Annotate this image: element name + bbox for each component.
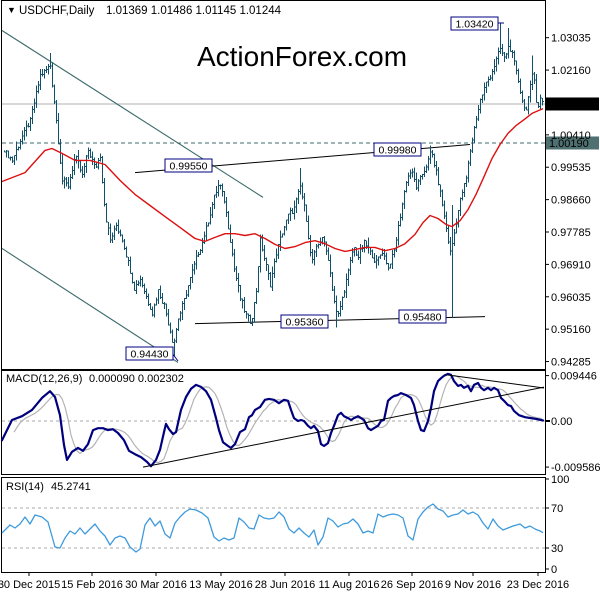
rsi-panel[interactable]: [1, 477, 546, 573]
price-axis-label: 0.96910: [551, 259, 591, 271]
price-level-label-box: [450, 16, 499, 31]
price-axis-label: 1.03035: [551, 33, 591, 45]
chart-ohlc-values: 1.01369 1.01486 1.01145 1.01244: [106, 5, 282, 17]
moving-average-line: [1, 107, 544, 253]
macd-axis-label: -0.009586: [551, 462, 600, 474]
date-axis-label: 26 Sep 2016: [381, 579, 443, 591]
price-axis-label: 1.00410: [551, 130, 591, 142]
date-axis-label: 13 May 2016: [189, 579, 253, 591]
macd-trendline: [446, 374, 545, 389]
price-axis-label: 0.95160: [551, 324, 591, 336]
date-axis-label: 15 Feb 2016: [61, 579, 123, 591]
price-level-label: 0.99550: [170, 161, 208, 173]
chart-symbol-title: USDCHF,Daily: [19, 5, 95, 17]
macd-indicator-label: MACD(12,26,9): [6, 373, 82, 385]
date-axis-label: 11 Aug 2016: [319, 579, 380, 591]
price-panel[interactable]: [1, 0, 546, 370]
price-level-label: 1.03420: [456, 19, 494, 31]
date-axis-label: 30 Mar 2016: [125, 579, 187, 591]
price-level-label-box: [373, 142, 422, 157]
price-level-label: 0.95480: [404, 312, 442, 324]
price-axis-label: 0.98660: [551, 195, 591, 207]
price-axis-label: 0.97785: [551, 227, 591, 239]
date-axis-label: 28 Jun 2016: [255, 579, 316, 591]
channel-trendline: [1, 248, 179, 363]
rsi-plot-group: [1, 503, 545, 553]
alert-level-badge-text: 1.00190: [549, 138, 589, 150]
price-axis-label: 0.99535: [551, 162, 591, 174]
macd-plot-group: [0, 372, 545, 468]
macd-axis-label: 0.00: [551, 416, 572, 428]
date-axis-label: 9 Nov 2016: [445, 579, 501, 591]
last-price-badge-text: 1.01244: [549, 99, 589, 111]
price-plot-group: 1.03420 0.99550 0.99980 0.95360 0.95480 0.944…: [1, 16, 545, 363]
rsi-indicator-label: RSI(14): [6, 481, 44, 493]
symbol-dropdown-icon[interactable]: ▼: [7, 5, 16, 15]
price-level-label-box: [280, 314, 329, 329]
price-level-label: 0.94430: [131, 349, 169, 361]
macd-panel[interactable]: [1, 370, 546, 475]
axes-group: 1.01244 1.00190 1.03035 1.02160 1.00410 0.995…: [0, 33, 600, 591]
price-level-label-box: [398, 309, 447, 324]
rsi-line: [1, 503, 544, 553]
rsi-axis-label: 100: [551, 474, 569, 486]
macd-main-line: [0, 372, 545, 468]
price-axis-label: 0.96035: [551, 292, 591, 304]
last-price-badge: [546, 97, 599, 111]
rsi-axis-label: 0: [551, 564, 557, 576]
macd-axis-label: 0.009446: [551, 371, 597, 383]
price-axis-label: 1.02160: [551, 65, 591, 77]
price-axis-label: 0.94285: [551, 357, 591, 369]
price-level-label: 0.99980: [379, 145, 417, 157]
date-axis-label: 23 Dec 2016: [507, 579, 569, 591]
watermark: ActionForex.com: [197, 41, 407, 72]
macd-trendline: [142, 386, 545, 468]
rsi-axis-label: 30: [551, 543, 563, 555]
price-level-label-box: [164, 158, 213, 173]
rsi-indicator-value: 45.2741: [51, 481, 91, 493]
macd-indicator-values: 0.000090 0.002302: [89, 373, 184, 385]
date-axis-label: 30 Dec 2015: [0, 579, 60, 591]
channel-trendline: [1, 30, 264, 198]
rsi-axis-label: 70: [551, 503, 563, 515]
ohlc-bars: [4, 23, 544, 357]
price-level-label: 0.95360: [286, 317, 324, 329]
alert-level-badge: [546, 136, 599, 150]
price-level-label-box: [125, 346, 174, 361]
